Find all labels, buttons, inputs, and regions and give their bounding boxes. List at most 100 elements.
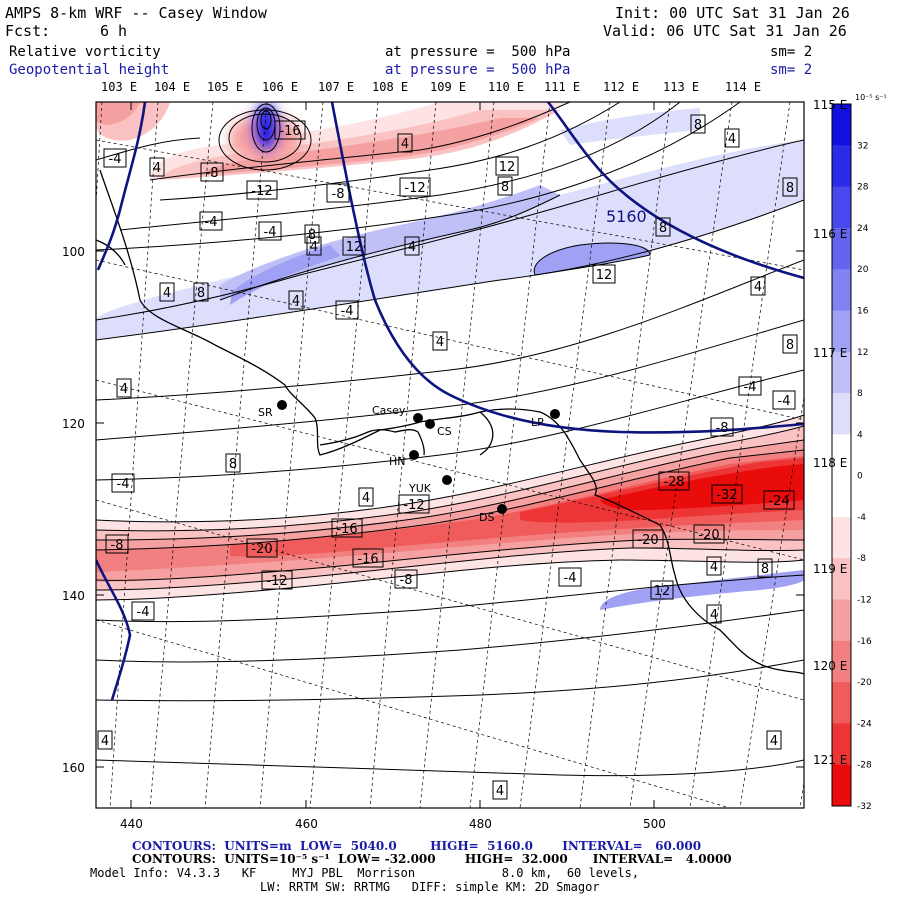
lon-label: 108 E bbox=[372, 80, 409, 94]
contour-label: -32 bbox=[716, 488, 737, 503]
contour-label-box bbox=[693, 524, 725, 544]
contour-label: 4 bbox=[710, 608, 718, 623]
colorbar-swatch bbox=[832, 351, 851, 394]
contour-label-box bbox=[750, 276, 766, 296]
colorbar-label: -32 bbox=[857, 802, 872, 812]
colorbar-label: 32 bbox=[857, 141, 868, 151]
contour-label: -4 bbox=[341, 304, 354, 319]
contour-label-box bbox=[274, 120, 306, 140]
colorbar-label: 4 bbox=[857, 430, 863, 440]
station-label-casey: Casey bbox=[372, 404, 406, 417]
contour-label: 4 bbox=[754, 280, 762, 295]
station-label-ds: DS bbox=[479, 511, 494, 524]
contour-label-box bbox=[658, 471, 690, 491]
contour-label-box bbox=[261, 570, 293, 590]
station-label-cs: CS bbox=[437, 425, 452, 438]
colorbar-label: -8 bbox=[857, 554, 866, 564]
contour-label-box bbox=[342, 236, 366, 256]
contour-label: 4 bbox=[770, 734, 778, 749]
colorbar-label: -28 bbox=[857, 761, 872, 771]
contour-label: -12 bbox=[404, 181, 425, 196]
field-1-pressure: at pressure = 500 hPa bbox=[385, 44, 571, 60]
contour-label: -4 bbox=[117, 477, 130, 492]
colorbar-swatch bbox=[832, 475, 851, 518]
contour-label: -8 bbox=[716, 421, 729, 436]
lon-label-right: 121 E bbox=[813, 753, 847, 767]
contour-label-box bbox=[558, 567, 582, 587]
contour-label: 4 bbox=[728, 132, 736, 147]
colorbar-label: -12 bbox=[857, 596, 872, 606]
field-1-name: Relative vorticity bbox=[9, 44, 161, 60]
contour-label-box bbox=[116, 378, 132, 398]
contour-label-box bbox=[358, 487, 374, 507]
contour-label-box bbox=[246, 180, 278, 200]
contour-label-box bbox=[650, 580, 674, 600]
contour-label: -16 bbox=[336, 522, 357, 537]
field-1-smoothing: sm= 2 bbox=[770, 44, 813, 60]
lon-label: 110 E bbox=[488, 80, 525, 94]
contour-label: -8 bbox=[332, 187, 345, 202]
colorbar-swatch bbox=[832, 516, 851, 559]
colorbar-swatch bbox=[832, 558, 851, 601]
colorbar-swatch bbox=[832, 393, 851, 435]
contour-label-box bbox=[724, 128, 740, 148]
colorbar-swatch bbox=[832, 434, 851, 477]
y-tick-label: 120 bbox=[62, 417, 85, 431]
contour-label: 4 bbox=[310, 240, 318, 255]
station-label-hn: HN bbox=[389, 455, 406, 468]
contour-label-box bbox=[592, 264, 616, 284]
contour-label-box bbox=[225, 453, 241, 473]
map-title: AMPS 8-km WRF -- Casey Window bbox=[5, 4, 267, 22]
contour-label: 12 bbox=[654, 584, 671, 599]
contour-label-box bbox=[103, 148, 127, 168]
station-label-sr: SR bbox=[258, 406, 273, 419]
lon-label: 103 E bbox=[101, 80, 138, 94]
forecast-label: Fcst: bbox=[5, 22, 51, 40]
colorbar-label: 24 bbox=[857, 224, 869, 234]
init-time: Init: 00 UTC Sat 31 Jan 26 bbox=[615, 4, 850, 22]
physics-info: LW: RRTM SW: RRTMG DIFF: simple KM: 2D S… bbox=[260, 880, 600, 894]
axis-tick-labels: 440 460 480 500 100 120 140 160 bbox=[62, 245, 666, 831]
contour-label-box bbox=[710, 417, 734, 437]
contour-label-box bbox=[432, 331, 448, 351]
contour-label-box bbox=[632, 529, 664, 549]
colorbar-label: 0 bbox=[857, 472, 863, 482]
contour-label-box bbox=[404, 236, 420, 256]
contour-label: 8 bbox=[761, 562, 769, 577]
contour-label-box bbox=[782, 334, 798, 354]
contour-label: -4 bbox=[264, 225, 277, 240]
contour-label: -12 bbox=[403, 498, 424, 513]
latlon-grid bbox=[96, 102, 804, 808]
colorbar-labels: 32 28 24 20 16 12 8 4 0 -4 -8 -12 -16 -20 -24 -28 -32 bbox=[857, 141, 872, 812]
contour-label: 8 bbox=[694, 118, 702, 133]
contour-label-box bbox=[306, 236, 322, 256]
contour-label: 4 bbox=[362, 491, 370, 506]
contour-label: 4 bbox=[120, 382, 128, 397]
contour-label: 4 bbox=[163, 286, 171, 301]
lon-label: 112 E bbox=[603, 80, 640, 94]
contour-label: -20 bbox=[251, 542, 272, 557]
height-contour-info: CONTOURS: UNITS=m LOW= 5040.0 HIGH= 5160… bbox=[132, 839, 702, 853]
contour-label: 4 bbox=[292, 294, 300, 309]
contour-label: 8 bbox=[501, 180, 509, 195]
contour-label-box bbox=[149, 157, 165, 177]
contour-label-box bbox=[738, 376, 762, 396]
station-label-lp: LP bbox=[531, 416, 544, 429]
colorbar-unit: 10⁻⁵ s⁻¹ bbox=[855, 93, 887, 102]
contour-label-box bbox=[398, 494, 430, 514]
contour-label: -4 bbox=[109, 152, 122, 167]
contour-label: 4 bbox=[153, 161, 161, 176]
contour-label-box bbox=[246, 538, 278, 558]
lon-label-right: 120 E bbox=[813, 659, 847, 673]
colorbar-label: 12 bbox=[857, 348, 868, 358]
colorbar-swatch bbox=[832, 640, 851, 683]
contour-label-box bbox=[397, 133, 413, 153]
colorbar-label: -24 bbox=[857, 719, 872, 729]
contour-label: 4 bbox=[496, 784, 504, 799]
contour-label: -8 bbox=[206, 166, 219, 181]
contour-label: -16 bbox=[279, 124, 300, 139]
colorbar-swatch bbox=[832, 599, 851, 642]
contour-label-box bbox=[304, 224, 320, 244]
contour-label-box bbox=[711, 484, 743, 504]
field-2-name: Geopotential height bbox=[9, 62, 170, 78]
